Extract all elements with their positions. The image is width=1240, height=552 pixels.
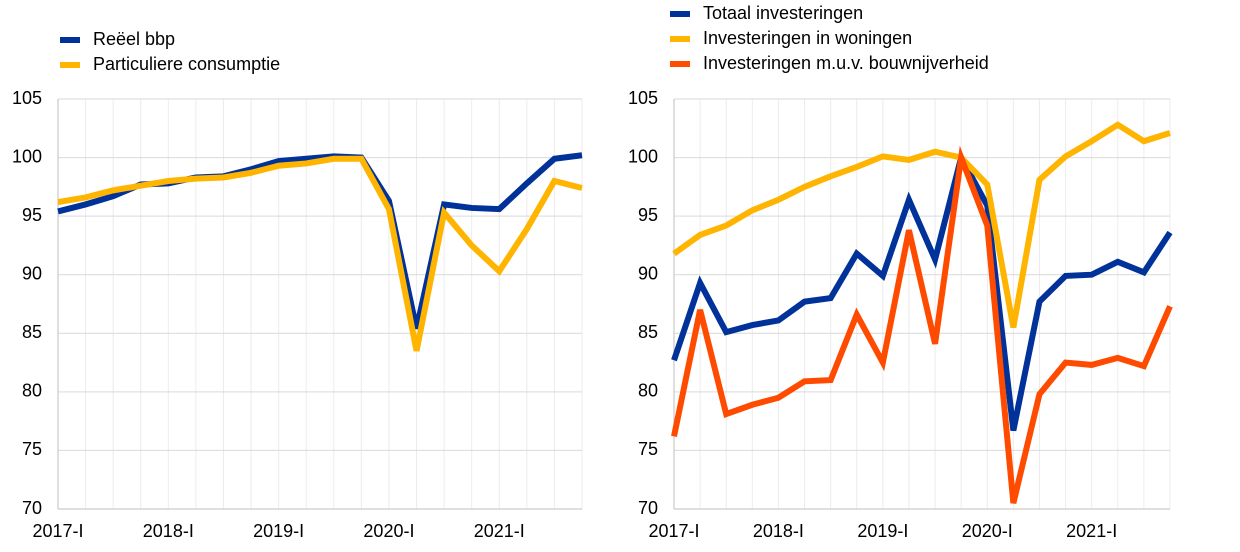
y-tick-label: 75 (638, 439, 658, 459)
y-tick-label: 70 (22, 498, 42, 518)
series-line (57, 155, 583, 352)
y-tick-label: 95 (638, 205, 658, 225)
x-tick-label: 2018-I (143, 521, 194, 541)
x-tick-label: 2020-I (962, 521, 1013, 541)
y-tick-label: 90 (638, 263, 658, 283)
series-line (672, 121, 1171, 328)
series-line (671, 145, 1173, 504)
y-tick-label: 80 (638, 381, 658, 401)
y-tick-label: 70 (638, 498, 658, 518)
legend-label: Particuliere consumptie (93, 54, 280, 74)
y-tick-label: 95 (22, 205, 42, 225)
x-tick-label: 2017-I (32, 521, 83, 541)
legend-label: Reëel bbp (93, 29, 175, 49)
series-line (57, 152, 583, 330)
y-tick-label: 85 (638, 322, 658, 342)
y-tick-label: 105 (628, 88, 658, 108)
y-tick-label: 105 (12, 88, 42, 108)
x-tick-label: 2020-I (363, 521, 414, 541)
chart: 70 75 80 85 90 95 100 105 2017-I 2018-I 2019-I 2020… (12, 29, 583, 541)
x-tick-label: 2018-I (753, 521, 804, 541)
y-tick-label: 80 (22, 381, 42, 401)
x-tick-label: 2017-I (648, 521, 699, 541)
legend-label: Investeringen m.u.v. bouwnijverheid (703, 53, 989, 73)
legend-label: Investeringen in woningen (703, 28, 912, 48)
y-tick-label: 75 (22, 439, 42, 459)
chart: 70 75 80 85 90 95 100 105 2017-I 2018-I 2019-I 2020… (628, 3, 1173, 541)
x-tick-label: 2019-I (253, 521, 304, 541)
series-line (671, 149, 1173, 432)
y-tick-label: 100 (12, 146, 42, 166)
x-tick-label: 2021-I (1066, 521, 1117, 541)
y-tick-label: 100 (628, 146, 658, 166)
y-tick-label: 90 (22, 263, 42, 283)
x-tick-label: 2021-I (474, 521, 525, 541)
x-tick-label: 2019-I (857, 521, 908, 541)
legend-label: Totaal investeringen (703, 3, 863, 23)
y-tick-label: 85 (22, 322, 42, 342)
